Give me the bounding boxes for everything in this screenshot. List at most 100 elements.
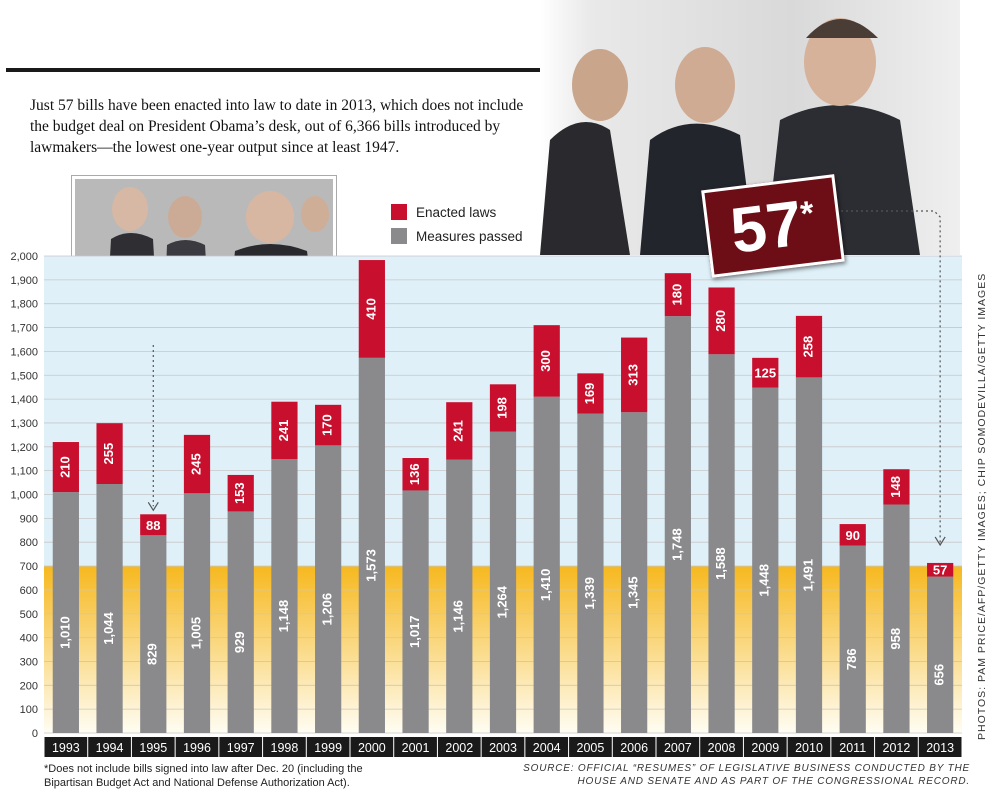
bar-enacted (489, 384, 517, 432)
year-cell (481, 737, 525, 757)
x-tick-label: 2000 (358, 741, 386, 755)
x-tick-label: 1996 (183, 741, 211, 755)
bar-enacted (96, 423, 123, 485)
y-tick-label: 1,000 (10, 490, 38, 502)
year-cell (612, 737, 656, 757)
year-cell (437, 737, 481, 757)
bar-label-enacted: 210 (57, 456, 72, 478)
x-tick-label: 2005 (577, 741, 605, 755)
bar-label-passed: 929 (232, 631, 247, 653)
bar-label-enacted: 300 (538, 350, 553, 372)
pointer-arrow-2013 (934, 536, 946, 547)
bar-label-enacted: 241 (276, 420, 291, 442)
bar-label-enacted: 153 (232, 482, 247, 504)
bar-label-enacted: 57 (933, 563, 947, 578)
legend-label-enacted: Enacted laws (416, 204, 497, 220)
top-rule (6, 68, 566, 72)
bar-label-enacted: 241 (451, 420, 466, 442)
bar-chart: 0 100 200 300 400 500 600 700 800 900 1,000 1,100 1,… (10, 210, 962, 757)
bar-passed (271, 459, 298, 733)
y-tick-label: 400 (20, 633, 38, 645)
bar-enacted (140, 514, 167, 536)
x-tick-label: 2007 (664, 741, 692, 755)
bar-enacted (183, 434, 211, 494)
x-tick-label: 2010 (795, 741, 823, 755)
x-tick-label: 2013 (926, 741, 954, 755)
bar-label-passed: 1,588 (713, 547, 728, 580)
bar-label-passed: 1,146 (451, 600, 466, 633)
bar-label-passed: 656 (932, 664, 947, 686)
year-cell (525, 737, 569, 757)
y-tick-label: 1,800 (10, 299, 38, 311)
year-cell (700, 737, 743, 757)
bar-label-passed: 1,448 (757, 564, 772, 597)
source-note: SOURCE: OFFICIAL “RESUMES” OF LEGISLATIV… (523, 763, 970, 787)
year-cell (219, 737, 263, 757)
bar-enacted (271, 401, 298, 460)
bar-label-passed: 1,010 (57, 616, 72, 649)
bar-label-passed: 1,017 (407, 615, 422, 648)
bar-label-passed: 1,748 (669, 528, 684, 561)
year-cell (44, 737, 88, 757)
year-cell (787, 737, 831, 757)
bar-passed (52, 492, 79, 733)
x-tick-label: 2009 (751, 741, 779, 755)
bar-label-enacted: 148 (888, 476, 903, 498)
bar-passed (96, 484, 123, 733)
year-cell (131, 737, 175, 757)
y-tick-label: 1,900 (10, 275, 38, 287)
photo-credit: PHOTOS: PAM PRICE/AFP/GETTY IMAGES; CHIP… (976, 273, 990, 740)
bar-label-enacted: 410 (363, 298, 378, 320)
year-cell (743, 737, 787, 757)
bar-label-enacted: 280 (713, 310, 728, 332)
y-tick-label: 500 (20, 609, 38, 621)
x-tick-label: 2002 (445, 741, 473, 755)
bar-enacted (577, 373, 604, 414)
x-tick-label: 2003 (489, 741, 517, 755)
bar-enacted (795, 315, 823, 378)
bar-label-passed: 1,345 (626, 576, 641, 609)
bar-label-enacted: 180 (669, 284, 684, 306)
y-tick-label: 300 (20, 656, 38, 668)
intro-text: Just 57 bills have been enacted into law… (30, 97, 524, 156)
year-cell (831, 737, 875, 757)
bar-enacted (227, 474, 254, 512)
bar-passed (358, 357, 385, 733)
bar-passed (402, 490, 429, 733)
callout-value: 57 (726, 186, 807, 267)
year-cell (175, 737, 219, 757)
bar-enacted (358, 260, 385, 358)
legend-swatch-passed (391, 228, 407, 244)
bar-label-enacted: 90 (845, 528, 859, 543)
bar-label-enacted: 136 (407, 463, 422, 485)
bar-passed (621, 412, 648, 733)
bar-label-passed: 1,264 (494, 585, 509, 618)
bar-label-passed: 829 (145, 643, 160, 665)
pointer-arrow-1995 (147, 501, 159, 512)
x-tick-label: 2008 (708, 741, 736, 755)
bar-label-enacted: 255 (101, 443, 116, 465)
photo-credit-text: PHOTOS: PAM PRICE/AFP/GETTY IMAGES; CHIP… (976, 272, 988, 740)
bar-label-enacted: 88 (146, 518, 160, 533)
bar-passed (227, 511, 254, 733)
bar-enacted (927, 562, 954, 577)
year-cell (263, 737, 306, 757)
bar-enacted (446, 402, 473, 460)
footnote: *Does not include bills signed into law … (44, 763, 363, 789)
y-tick-label: 900 (20, 513, 38, 525)
x-tick-label: 1994 (96, 741, 124, 755)
bar-passed (183, 493, 211, 733)
bar-enacted (315, 404, 342, 446)
y-tick-label: 1,400 (10, 394, 38, 406)
bar-label-passed: 1,339 (582, 577, 597, 610)
y-tick-label: 800 (20, 537, 38, 549)
bar-passed (446, 459, 473, 733)
bar-label-passed: 1,005 (188, 617, 203, 650)
x-tick-label: 2001 (402, 741, 430, 755)
bar-enacted (402, 458, 429, 491)
y-tick-label: 1,700 (10, 323, 38, 335)
bar-enacted (533, 325, 560, 397)
year-cell (306, 737, 350, 757)
bar-label-passed: 1,044 (101, 611, 116, 644)
year-cell (875, 737, 918, 757)
